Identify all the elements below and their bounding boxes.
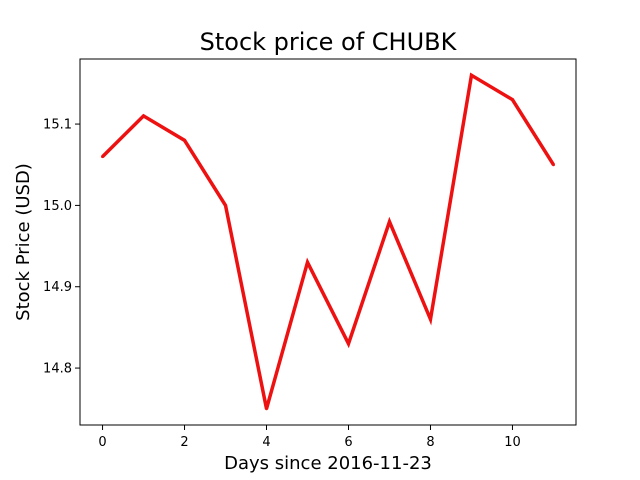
axes-frame	[79, 58, 577, 426]
x-axis-ticks: 0 2 4 6 8 10	[98, 425, 521, 450]
x-tick-label: 4	[262, 435, 270, 450]
y-tick-label: 14.8	[43, 362, 72, 377]
series-layer	[101, 72, 555, 411]
x-tick-label: 10	[504, 435, 521, 450]
data-point	[306, 260, 310, 264]
y-tick-label: 15.1	[43, 118, 72, 133]
plot-area: 0 2 4 6 8 10 14.8 14.9 15.0 15.1	[43, 58, 577, 450]
data-point	[551, 163, 555, 167]
x-tick-label: 0	[98, 435, 106, 450]
x-tick-label: 6	[344, 435, 352, 450]
data-point	[142, 114, 146, 118]
y-axis-label: Stock Price (USD)	[13, 163, 34, 321]
y-tick-label: 14.9	[43, 280, 72, 295]
y-tick-label: 15.0	[43, 199, 72, 214]
y-axis-ticks: 14.8 14.9 15.0 15.1	[43, 118, 80, 377]
x-tick-label: 8	[426, 435, 434, 450]
data-point	[469, 73, 473, 77]
data-point	[510, 98, 514, 102]
data-point	[387, 220, 391, 224]
x-axis-label: Days since 2016-11-23	[224, 453, 432, 474]
data-point	[428, 317, 432, 321]
data-point	[224, 203, 228, 207]
chart-title: Stock price of CHUBK	[200, 28, 458, 56]
series-line-0	[101, 72, 555, 410]
data-point	[183, 138, 187, 142]
data-point	[346, 342, 350, 346]
x-tick-label: 2	[180, 435, 188, 450]
data-point	[265, 407, 269, 411]
data-point	[101, 155, 105, 159]
